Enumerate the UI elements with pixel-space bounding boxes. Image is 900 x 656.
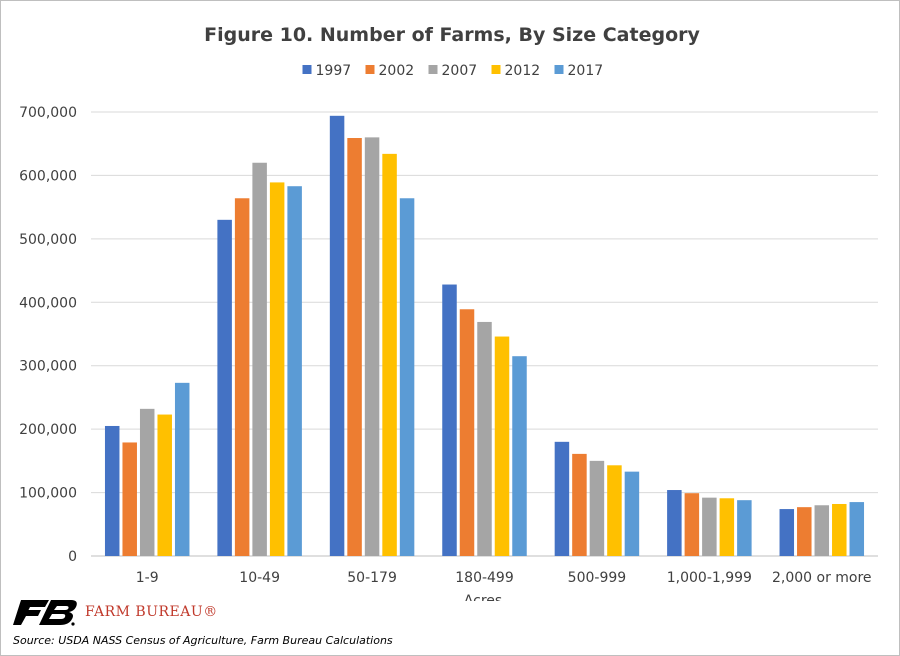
bars xyxy=(104,115,865,557)
x-tick-label: 1-9 xyxy=(136,570,159,586)
source-note: Source: USDA NASS Census of Agriculture,… xyxy=(13,634,393,647)
legend-label-2002: 2002 xyxy=(379,63,415,79)
bar-2002-50-179 xyxy=(347,138,362,556)
bar-2017-2,000 or more xyxy=(849,502,865,556)
bar-1997-1-9 xyxy=(104,425,120,556)
bar-2002-1,000-1,999 xyxy=(684,493,700,556)
bar-chart: Figure 10. Number of Farms, By Size Cate… xyxy=(19,24,878,601)
bar-2002-500-999 xyxy=(572,453,587,556)
bar-2017-180-499 xyxy=(512,356,527,556)
legend-label-2012: 2012 xyxy=(505,63,541,79)
farm-bureau-wordmark: FARM BUREAU® xyxy=(85,604,218,620)
bar-2007-1-9 xyxy=(139,408,155,556)
bar-2017-500-999 xyxy=(624,471,640,556)
legend-label-2017: 2017 xyxy=(568,63,604,79)
bar-2012-10-49 xyxy=(269,182,285,557)
x-tick-label: 10-49 xyxy=(239,570,280,586)
bar-2002-10-49 xyxy=(234,198,250,556)
bar-2017-1,000-1,999 xyxy=(737,500,752,556)
bar-2012-180-499 xyxy=(494,336,510,556)
y-axis-ticks: 0 100,000 200,000 300,000 400,000 500,000 600,… xyxy=(19,105,77,565)
bar-1997-500-999 xyxy=(554,441,570,556)
y-tick-label: 200,000 xyxy=(19,422,77,438)
bar-2012-2,000 or more xyxy=(832,503,847,556)
bar-2017-10-49 xyxy=(287,186,302,556)
x-axis-ticks: 1-9 10-49 50-179 180-499 500-999 1,000-1,999 2… xyxy=(136,570,872,586)
legend-swatch-2007 xyxy=(428,65,438,74)
bar-2017-1-9 xyxy=(174,382,190,556)
legend-label-2007: 2007 xyxy=(442,63,478,79)
chart-title: Figure 10. Number of Farms, By Size Cate… xyxy=(204,24,700,46)
bar-2007-1,000-1,999 xyxy=(702,497,717,556)
y-tick-label: 0 xyxy=(68,549,77,565)
bar-2012-500-999 xyxy=(607,465,622,556)
x-tick-label: 1,000-1,999 xyxy=(667,570,752,586)
legend-swatch-1997 xyxy=(302,65,312,74)
y-tick-label: 400,000 xyxy=(19,295,77,311)
legend-label-1997: 1997 xyxy=(316,63,352,79)
y-tick-label: 100,000 xyxy=(19,486,77,502)
bar-2007-10-49 xyxy=(252,162,267,556)
y-tick-label: 700,000 xyxy=(19,105,77,121)
x-tick-label: 500-999 xyxy=(568,570,627,586)
bar-1997-180-499 xyxy=(442,284,457,556)
bar-2017-50-179 xyxy=(399,198,415,556)
bar-2007-180-499 xyxy=(477,321,492,556)
farm-bureau-fb-icon xyxy=(13,600,77,626)
bar-2002-2,000 or more xyxy=(797,507,812,556)
x-tick-label: 180-499 xyxy=(455,570,514,586)
bar-1997-1,000-1,999 xyxy=(667,490,682,556)
y-tick-label: 300,000 xyxy=(19,359,77,375)
y-tick-label: 500,000 xyxy=(19,232,77,248)
legend-swatch-2017 xyxy=(554,65,564,74)
bar-1997-2,000 or more xyxy=(779,509,795,556)
x-tick-label: 50-179 xyxy=(347,570,397,586)
bar-2007-50-179 xyxy=(364,137,380,556)
bar-2012-1,000-1,999 xyxy=(719,498,735,556)
x-tick-label: 2,000 or more xyxy=(772,570,872,586)
bar-2002-180-499 xyxy=(459,309,475,556)
farm-bureau-logo: FARM BUREAU® xyxy=(13,598,218,626)
legend-swatch-2002 xyxy=(365,65,375,74)
bar-2007-2,000 or more xyxy=(814,505,830,556)
bar-1997-10-49 xyxy=(217,219,232,557)
x-axis-label: Acres xyxy=(464,593,502,601)
legend: 1997 2002 2007 2012 2017 xyxy=(302,63,604,79)
bar-2007-500-999 xyxy=(589,460,605,556)
bar-2012-50-179 xyxy=(382,153,397,556)
legend-swatch-2012 xyxy=(491,65,501,74)
bar-2012-1-9 xyxy=(157,414,172,556)
y-tick-label: 600,000 xyxy=(19,168,77,184)
bar-2002-1-9 xyxy=(122,442,137,556)
bar-1997-50-179 xyxy=(329,115,345,556)
